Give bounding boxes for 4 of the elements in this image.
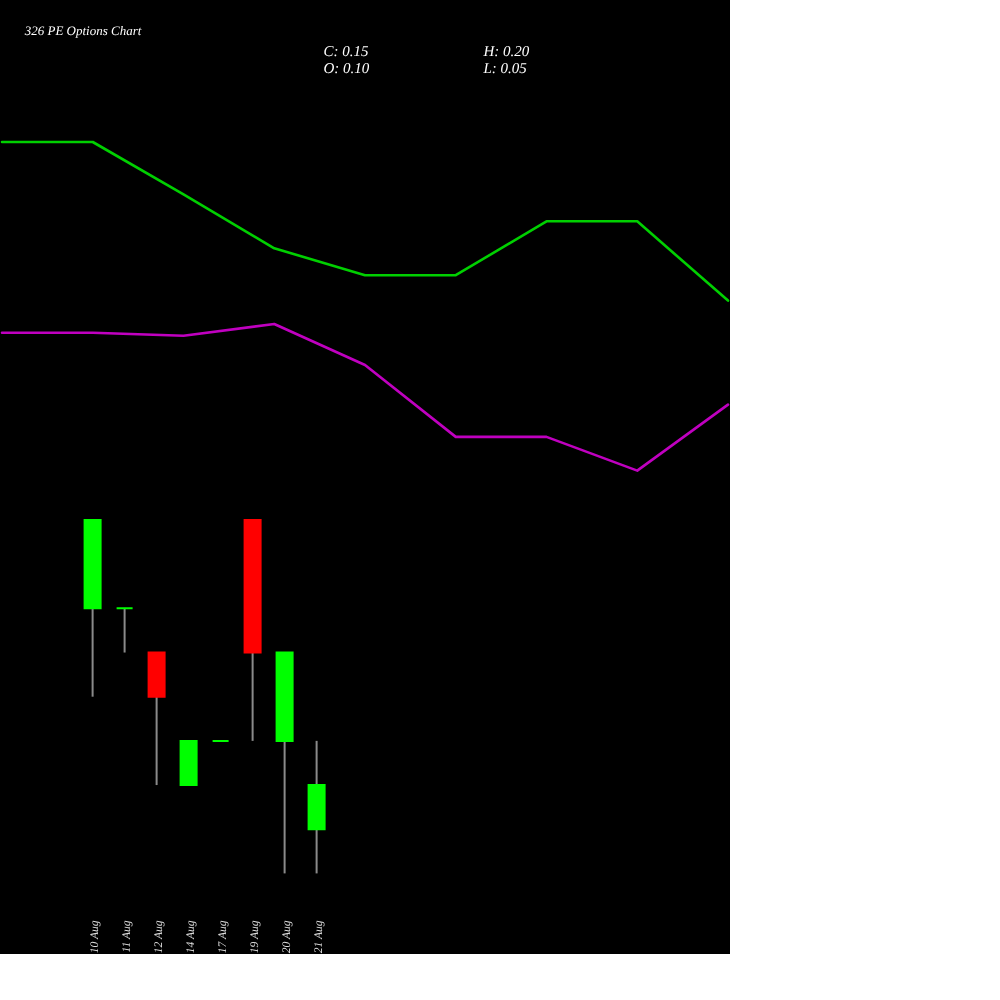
candlestick — [179, 739, 198, 787]
candlestick — [115, 607, 134, 654]
candlestick — [307, 739, 326, 875]
candlestick — [147, 651, 166, 787]
